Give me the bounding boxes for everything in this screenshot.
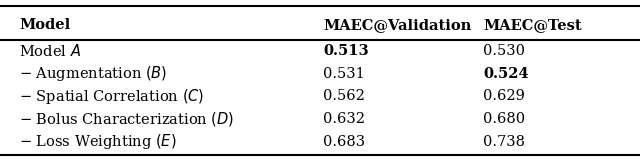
Text: 0.524: 0.524 xyxy=(483,67,529,81)
Text: $-$ Augmentation $(\mathit{B})$: $-$ Augmentation $(\mathit{B})$ xyxy=(19,64,168,83)
Text: Model: Model xyxy=(19,18,70,32)
Text: $-$ Bolus Characterization $(\mathit{D})$: $-$ Bolus Characterization $(\mathit{D})… xyxy=(19,110,234,128)
Text: 0.738: 0.738 xyxy=(483,135,525,149)
Text: 0.629: 0.629 xyxy=(483,89,525,103)
Text: 0.531: 0.531 xyxy=(323,67,365,81)
Text: 0.513: 0.513 xyxy=(323,44,369,58)
Text: Model $\mathit{A}$: Model $\mathit{A}$ xyxy=(19,43,81,59)
Text: MAEC@Test: MAEC@Test xyxy=(483,18,582,32)
Text: 0.530: 0.530 xyxy=(483,44,525,58)
Text: 0.632: 0.632 xyxy=(323,112,365,126)
Text: 0.680: 0.680 xyxy=(483,112,525,126)
Text: MAEC@Validation: MAEC@Validation xyxy=(323,18,472,32)
Text: 0.683: 0.683 xyxy=(323,135,365,149)
Text: $-$ Loss Weighting $(\mathit{E})$: $-$ Loss Weighting $(\mathit{E})$ xyxy=(19,132,177,151)
Text: 0.562: 0.562 xyxy=(323,89,365,103)
Text: $-$ Spatial Correlation $(\mathit{C})$: $-$ Spatial Correlation $(\mathit{C})$ xyxy=(19,87,205,106)
